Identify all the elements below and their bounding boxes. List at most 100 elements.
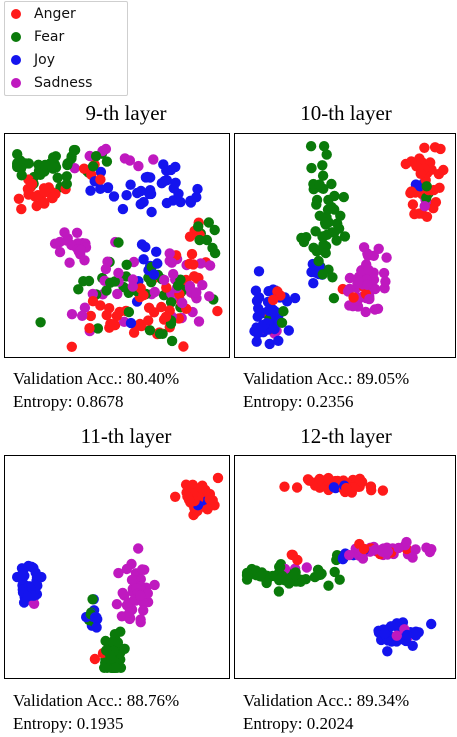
point-joy: [16, 569, 27, 581]
point-sadness: [87, 288, 99, 300]
panel-title: 12-th layer: [300, 424, 392, 448]
point-anger: [346, 487, 357, 498]
point-fear: [314, 179, 325, 190]
point-sadness: [59, 227, 70, 238]
point-sadness: [362, 248, 373, 259]
point-anger: [292, 554, 303, 566]
point-joy: [268, 304, 279, 316]
point-fear: [321, 149, 332, 160]
point-anger: [16, 203, 27, 215]
point-joy: [170, 161, 181, 173]
point-sadness: [204, 260, 216, 271]
point-sadness: [49, 238, 61, 249]
point-sadness: [204, 291, 215, 302]
point-anger: [95, 174, 106, 185]
point-sadness: [344, 272, 356, 284]
point-fear: [123, 306, 135, 318]
point-fear: [313, 255, 324, 267]
point-sadness: [117, 587, 128, 599]
point-sadness: [382, 546, 394, 557]
point-anger: [409, 208, 420, 220]
point-anger: [400, 158, 411, 170]
point-sadness: [75, 244, 87, 256]
point-fear: [90, 151, 102, 162]
scatter-plot: [12, 472, 224, 673]
point-anger: [78, 163, 90, 174]
point-sadness: [407, 552, 418, 563]
point-fear: [101, 156, 113, 167]
point-joy: [264, 338, 275, 350]
point-sadness: [401, 536, 412, 548]
point-fear: [35, 317, 46, 328]
point-anger: [377, 485, 389, 496]
point-anger: [114, 306, 125, 318]
point-sadness: [373, 243, 384, 254]
point-anger: [429, 142, 441, 153]
point-anger: [156, 301, 167, 313]
point-anger: [419, 142, 430, 153]
point-anger: [291, 482, 303, 493]
point-joy: [426, 618, 437, 630]
legend-label: Fear: [34, 29, 65, 45]
point-fear: [327, 272, 338, 283]
legend-item-sadness: Sadness: [11, 74, 92, 92]
point-anger: [407, 199, 419, 210]
legend-marker: [11, 55, 21, 65]
point-joy: [146, 206, 157, 218]
scatter-panel-layer-12: [234, 455, 456, 679]
point-fear: [12, 158, 23, 169]
point-anger: [184, 258, 195, 269]
point-joy: [251, 336, 262, 347]
point-fear: [83, 275, 95, 287]
point-joy: [140, 172, 152, 183]
legend-label: Joy: [34, 52, 55, 68]
point-joy: [36, 571, 47, 583]
point-anger: [354, 473, 365, 484]
point-anger: [186, 248, 198, 260]
point-anger: [47, 192, 58, 204]
point-sadness: [164, 248, 175, 259]
point-fear: [278, 306, 289, 317]
point-sadness: [391, 630, 402, 641]
point-sadness: [112, 288, 123, 300]
point-sadness: [124, 155, 136, 166]
point-anger: [180, 479, 192, 490]
point-sadness: [126, 574, 138, 586]
point-sadness: [148, 154, 159, 165]
point-sadness: [360, 306, 371, 318]
point-anger: [212, 305, 223, 317]
point-joy: [91, 622, 102, 633]
point-sadness: [133, 160, 144, 172]
point-fear: [338, 191, 349, 203]
point-sadness: [159, 274, 170, 286]
point-joy: [273, 335, 284, 346]
point-joy: [161, 197, 173, 209]
point-fear: [276, 317, 288, 328]
point-sadness: [353, 276, 365, 288]
scatter-panel-layer-10: [234, 133, 456, 358]
point-joy: [102, 182, 114, 194]
legend: Anger Fear Joy Sadness: [4, 1, 128, 96]
point-fear: [146, 277, 157, 288]
point-sadness: [381, 252, 392, 263]
point-sadness: [197, 279, 208, 291]
point-anger: [415, 168, 426, 179]
point-fear: [301, 232, 312, 243]
point-fear: [275, 561, 286, 573]
point-fear: [87, 594, 98, 605]
point-fear: [201, 234, 213, 246]
point-fear: [144, 325, 156, 336]
panel-title: 10-th layer: [300, 101, 392, 125]
point-joy: [401, 629, 413, 641]
point-joy: [379, 628, 390, 639]
legend-item-joy: Joy: [11, 51, 55, 69]
point-joy: [289, 292, 301, 304]
point-fear: [241, 567, 253, 579]
point-fear: [319, 217, 331, 229]
point-joy: [135, 185, 147, 197]
validation-accuracy: Validation Acc.: 89.05%: [243, 369, 410, 388]
point-joy: [308, 278, 319, 289]
point-joy: [22, 591, 33, 602]
point-fear: [154, 328, 166, 339]
point-sadness: [168, 268, 179, 280]
